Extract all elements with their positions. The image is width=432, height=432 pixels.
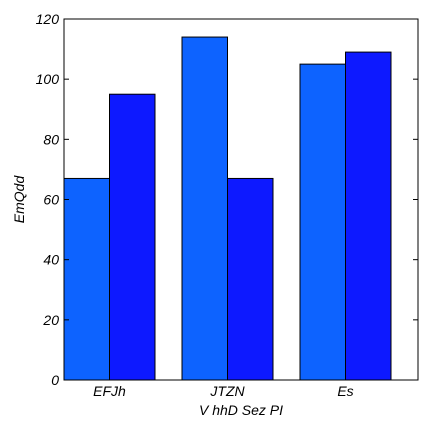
y-axis-ticks: 0 20 40 60 80 100 120 [36, 11, 418, 388]
y-tick-label: 20 [42, 312, 59, 328]
bar-Es-series-2 [345, 51, 392, 381]
bar-EFJh-series-1 [63, 177, 110, 381]
bar-JTZN-series-2 [227, 177, 274, 381]
bar-Es-series-1 [299, 63, 346, 381]
x-tick-label: Es [337, 383, 353, 399]
x-axis-ticks: EFJh JTZN Es [93, 383, 354, 399]
bar-JTZN-series-1 [181, 36, 228, 381]
y-tick-label: 120 [36, 11, 60, 27]
y-tick-label: 0 [51, 372, 59, 388]
y-tick-label: 60 [43, 192, 59, 208]
bars-group [63, 36, 392, 381]
x-axis-label: V hhD Sez PI [199, 402, 283, 418]
y-axis-label: EmQdd [11, 175, 27, 224]
y-tick-label: 100 [36, 71, 60, 87]
x-tick-label: EFJh [93, 383, 126, 399]
x-tick-label: JTZN [209, 383, 245, 399]
bar-EFJh-series-2 [109, 93, 156, 381]
y-tick-label: 80 [43, 131, 59, 147]
y-tick-label: 40 [43, 252, 59, 268]
